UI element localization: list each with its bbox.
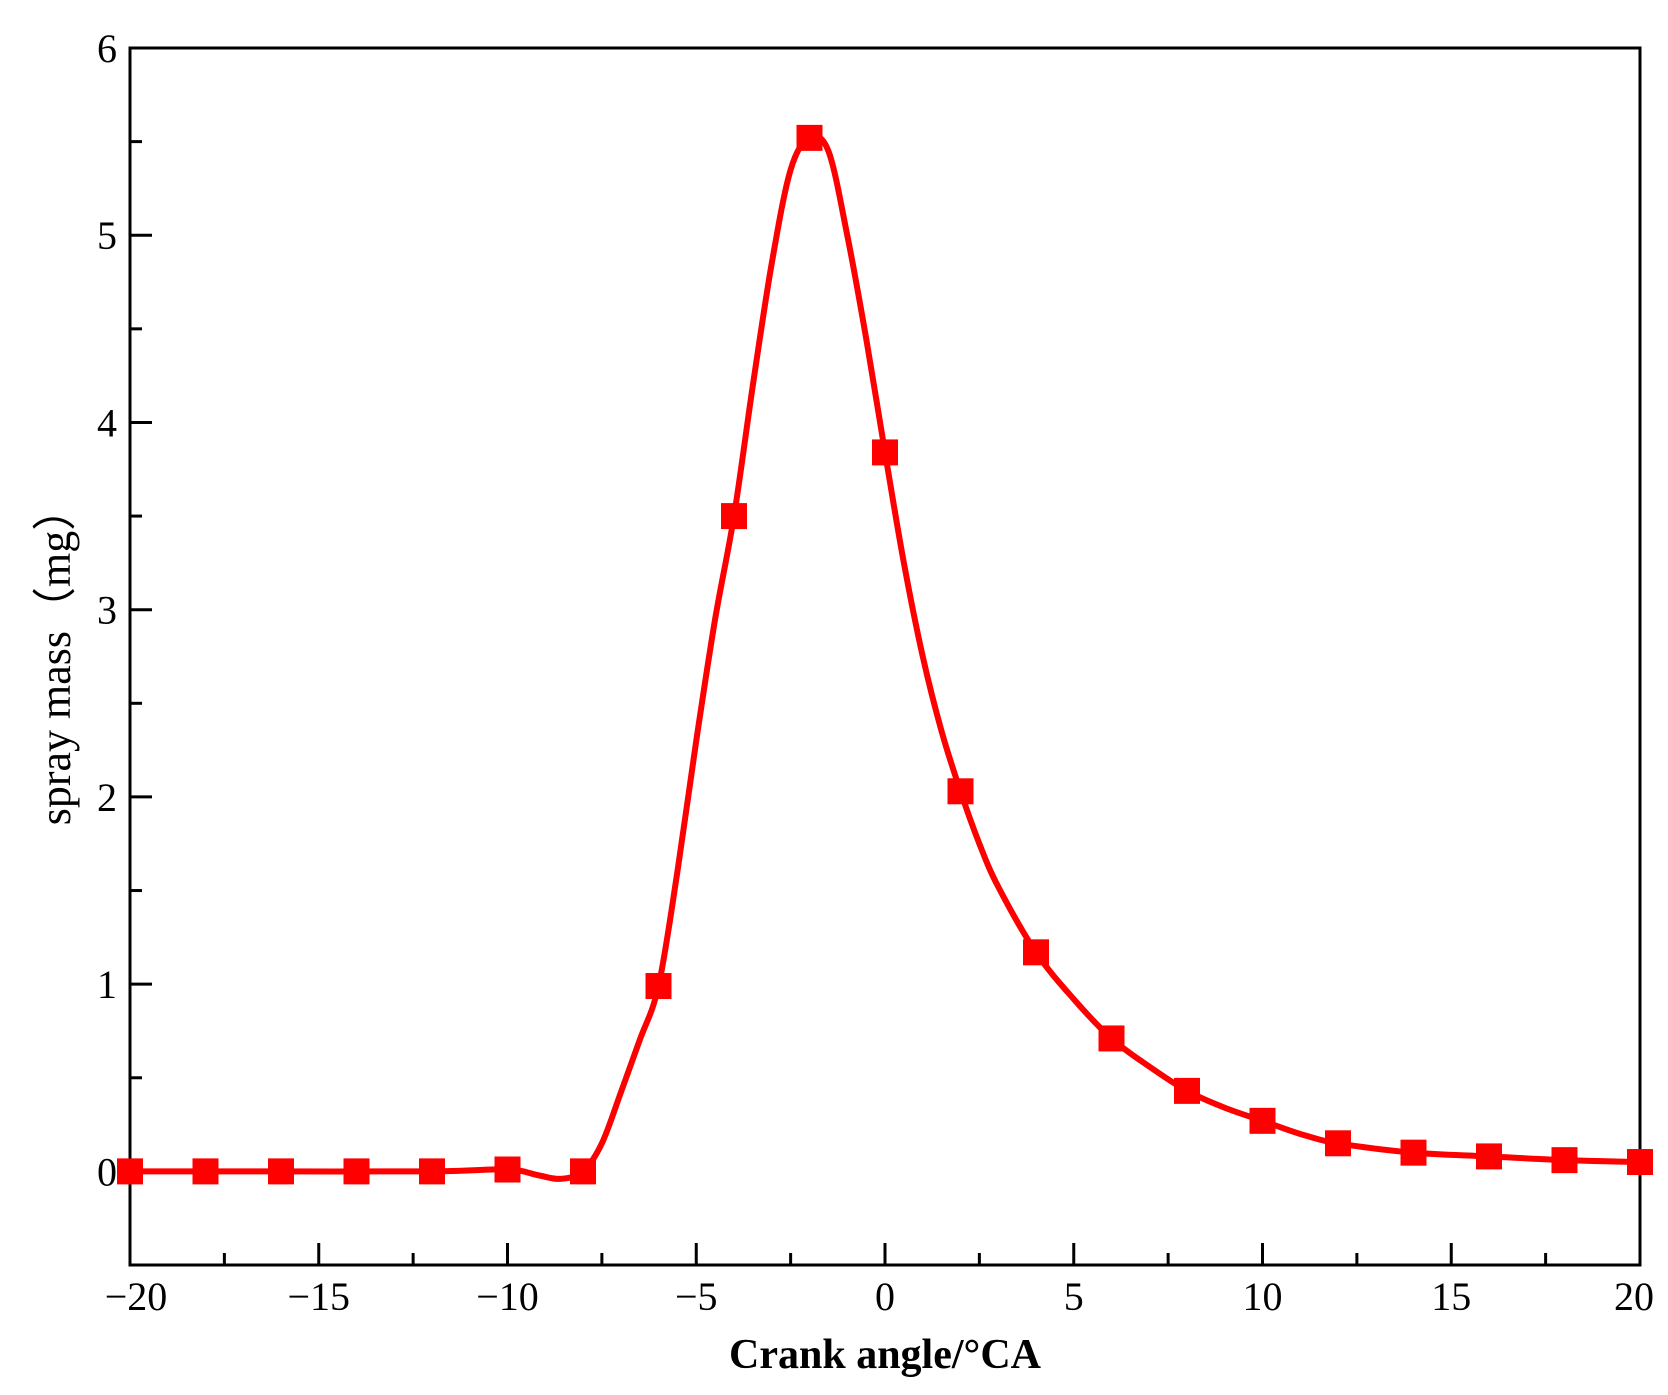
data-point bbox=[117, 1158, 143, 1185]
x-tick-label: 15 bbox=[1431, 1274, 1471, 1319]
x-tick-label: −10 bbox=[476, 1274, 539, 1319]
x-tick-label: 0 bbox=[875, 1274, 895, 1319]
x-tick-label: 20 bbox=[1614, 1274, 1654, 1319]
data-point bbox=[343, 1158, 370, 1185]
x-tick-label: −20 bbox=[105, 1274, 168, 1319]
y-tick-label: 1 bbox=[97, 962, 117, 1007]
data-point bbox=[1627, 1149, 1653, 1176]
data-point bbox=[570, 1158, 596, 1185]
x-tick-label: −5 bbox=[675, 1274, 718, 1319]
data-point bbox=[1249, 1107, 1276, 1134]
data-point bbox=[192, 1158, 219, 1185]
x-tick-label: 10 bbox=[1243, 1274, 1283, 1319]
data-point bbox=[1023, 939, 1049, 966]
data-point bbox=[494, 1156, 521, 1183]
data-point bbox=[1325, 1130, 1351, 1157]
y-tick-label: 2 bbox=[97, 775, 117, 820]
y-tick-label: 6 bbox=[97, 26, 117, 71]
spray-mass-curve bbox=[127, 133, 1643, 1182]
y-tick-label: 3 bbox=[97, 588, 117, 633]
data-point bbox=[645, 973, 672, 1000]
plot-frame bbox=[128, 46, 1642, 1267]
data-point bbox=[1098, 1025, 1125, 1052]
y-axis-tick-labels: 0 1 2 3 4 5 6 bbox=[97, 26, 117, 1194]
data-point-markers bbox=[117, 124, 1653, 1185]
y-tick-label: 5 bbox=[97, 213, 117, 258]
data-point bbox=[268, 1158, 294, 1185]
x-tick-label: −15 bbox=[287, 1274, 350, 1319]
x-axis-tick-labels: −20 −15 −10 −5 0 5 10 15 20 bbox=[105, 1274, 1654, 1319]
data-point bbox=[1174, 1077, 1200, 1104]
x-axis-ticks bbox=[128, 1243, 1642, 1265]
data-point bbox=[947, 778, 974, 805]
data-point bbox=[1551, 1147, 1578, 1174]
y-tick-label: 0 bbox=[97, 1149, 117, 1194]
data-point bbox=[721, 503, 747, 530]
x-tick-label: 5 bbox=[1064, 1274, 1084, 1319]
y-tick-label: 4 bbox=[97, 400, 117, 445]
data-point bbox=[796, 124, 823, 151]
data-point bbox=[872, 439, 898, 466]
y-axis-ticks bbox=[130, 46, 152, 1173]
data-point bbox=[1476, 1143, 1502, 1170]
data-point bbox=[419, 1158, 445, 1185]
x-axis-title: Crank angle/°CA bbox=[729, 1332, 1042, 1378]
data-point bbox=[1400, 1139, 1427, 1166]
y-axis-title: spray mass（mg） bbox=[31, 487, 80, 826]
